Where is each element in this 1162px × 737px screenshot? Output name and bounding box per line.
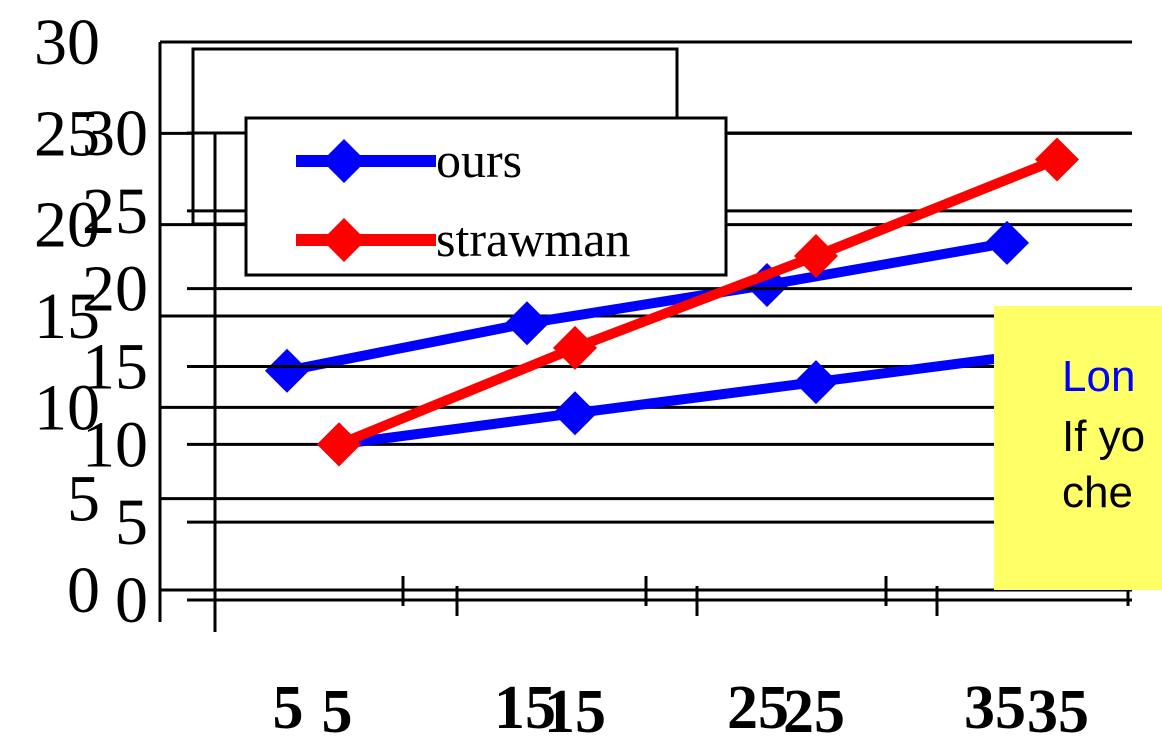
data-point-strawman <box>1035 137 1079 182</box>
series-line-strawman <box>337 154 1059 449</box>
legend-label: strawman <box>436 211 630 267</box>
x-tick-label: 5 <box>322 678 353 737</box>
y-tick-label: 25 <box>82 175 148 248</box>
y-tick-label: 5 <box>115 486 148 559</box>
y-tick-label: 10 <box>34 371 100 444</box>
x-tick-label: 25 <box>727 674 789 737</box>
legend: ours strawman <box>244 116 728 277</box>
y-tick-label: 30 <box>82 97 148 170</box>
data-point-strawman <box>317 422 361 467</box>
y-tick-label: 20 <box>82 253 148 326</box>
legend-label: ours <box>436 132 522 188</box>
x-tick-label: 15 <box>544 678 606 737</box>
data-point-ours <box>505 301 549 346</box>
y-tick-label: 0 <box>115 564 148 637</box>
callout-box: Lon If yo che <box>994 306 1162 590</box>
data-point-strawman <box>553 325 597 370</box>
x-tick-label: 35 <box>1027 678 1089 737</box>
x-tick-label: 15 <box>494 674 556 737</box>
x-tick-label: 35 <box>964 674 1026 737</box>
callout-text-line: che <box>1062 468 1133 517</box>
y-tick-label: 20 <box>34 189 100 262</box>
series-line-ours <box>286 238 1008 376</box>
y-tick-label: 5 <box>67 463 100 536</box>
y-tick-label: 0 <box>67 554 100 627</box>
data-point-strawman <box>794 233 838 278</box>
data-point-ours <box>265 348 309 393</box>
y-tick-label: 15 <box>34 280 100 353</box>
legend-marker <box>322 218 366 262</box>
legend-marker <box>322 139 366 183</box>
y-tick-label: 15 <box>82 331 148 404</box>
data-point-ours <box>794 360 838 405</box>
data-point-ours <box>553 391 597 436</box>
callout-title: Lon <box>1062 352 1136 401</box>
x-tick-label: 5 <box>273 674 304 737</box>
y-tick-label: 25 <box>34 97 100 170</box>
data-point-ours <box>985 220 1029 265</box>
legend-box <box>244 116 728 277</box>
y-tick-label: 10 <box>82 408 148 481</box>
y-tick-label: 30 <box>34 6 100 79</box>
series-line-ours <box>338 345 1058 450</box>
x-tick-label: 25 <box>783 678 845 737</box>
callout-text-line: If yo <box>1062 412 1146 461</box>
